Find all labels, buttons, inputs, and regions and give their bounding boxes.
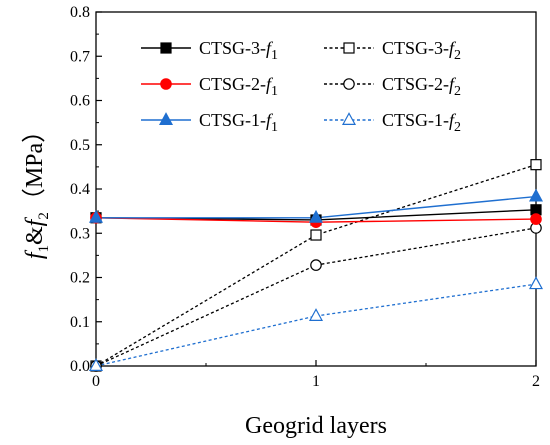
legend-label-sub: 1 <box>271 84 278 99</box>
y-tick-label: 0.2 <box>70 270 90 287</box>
legend-label-f: f <box>449 74 457 94</box>
y-title-amp: & <box>22 226 48 245</box>
legend-label-2: CTSG-2-f1 <box>199 74 278 99</box>
legend-label-f: f <box>266 38 274 58</box>
legend-label-f: f <box>266 74 274 94</box>
y-tick-label: 0.8 <box>70 4 90 21</box>
legend-marker-6 <box>341 112 357 126</box>
legend-label-f: f <box>266 110 274 130</box>
data-point-s2 <box>530 213 542 225</box>
data-point-s3 <box>528 188 544 202</box>
legend-label-base: CTSG-3- <box>382 38 449 58</box>
x-axis-title: Geogrid layers <box>245 413 387 439</box>
legend-marker-4 <box>343 42 355 54</box>
data-point-s6 <box>88 358 104 371</box>
y-tick-label: 0.3 <box>70 225 90 242</box>
data-point-s3 <box>88 209 104 223</box>
y-tick-label: 0.0 <box>70 358 90 375</box>
series-markers <box>88 159 544 372</box>
data-point-s6 <box>528 276 544 290</box>
x-tick-label: 0 <box>92 373 100 390</box>
y-tick-label: 0.1 <box>70 314 90 331</box>
x-tick-label: 1 <box>312 373 320 390</box>
y-tick-label: 0.7 <box>70 48 90 65</box>
y-title-f1-base: f <box>22 249 48 259</box>
legend-label-base: CTSG-3- <box>199 38 266 58</box>
data-point-s4 <box>530 159 542 171</box>
axis-tick-labels: 0.0 0.1 0.2 0.3 0.4 0.5 0.6 0.7 0.8 0 1 2 <box>70 4 540 390</box>
legend-label-sub: 2 <box>454 48 461 63</box>
legend-label-base: CTSG-1- <box>382 110 449 130</box>
legend-label-6: CTSG-1-f2 <box>382 110 461 135</box>
y-title-f2-sub: 2 <box>36 212 52 220</box>
data-point-s4 <box>310 229 322 241</box>
legend-label-base: CTSG-2- <box>382 74 449 94</box>
series-line-4 <box>95 164 537 367</box>
legend-label-sub: 1 <box>271 48 278 63</box>
legend-marker-2 <box>160 78 172 90</box>
legend-marker-3 <box>158 112 174 126</box>
data-point-s5 <box>310 259 322 271</box>
y-title-f1-sub: 1 <box>36 245 52 253</box>
x-tick-label: 2 <box>532 373 540 390</box>
y-axis-title: f1&f2（MPa） <box>22 119 52 259</box>
legend-label-sub: 1 <box>271 120 278 135</box>
y-tick-label: 0.5 <box>70 137 90 154</box>
legend-label-sub: 2 <box>454 84 461 99</box>
legend-label-base: CTSG-2- <box>199 74 266 94</box>
legend-marker-5 <box>343 78 355 90</box>
legend-label-3: CTSG-1-f1 <box>199 110 278 135</box>
legend-label-1: CTSG-3-f1 <box>199 38 278 63</box>
axis-ticks <box>95 11 537 367</box>
data-point-s6 <box>308 308 324 321</box>
legend-label-f: f <box>449 110 457 130</box>
legend-label-f: f <box>449 38 457 58</box>
y-tick-label: 0.4 <box>70 181 90 198</box>
y-tick-label: 0.6 <box>70 93 90 110</box>
legend-label-sub: 2 <box>454 120 461 135</box>
y-title-f2-base: f <box>22 216 48 226</box>
legend-label-base: CTSG-1- <box>199 110 266 130</box>
data-point-s3 <box>308 209 324 223</box>
legend-marker-1 <box>160 42 172 54</box>
legend-label-5: CTSG-2-f2 <box>382 74 461 99</box>
legend-label-4: CTSG-3-f2 <box>382 38 461 63</box>
y-title-unit: （MPa） <box>22 119 48 212</box>
